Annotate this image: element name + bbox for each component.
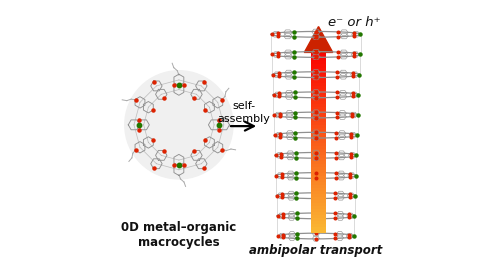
Polygon shape — [312, 125, 326, 128]
Polygon shape — [312, 101, 326, 104]
Text: self-: self- — [232, 101, 255, 110]
Polygon shape — [312, 131, 326, 134]
Polygon shape — [312, 176, 326, 179]
Polygon shape — [312, 110, 326, 113]
Polygon shape — [312, 152, 326, 155]
Polygon shape — [312, 95, 326, 98]
Polygon shape — [312, 194, 326, 197]
Polygon shape — [312, 80, 326, 83]
Polygon shape — [312, 224, 326, 228]
Polygon shape — [312, 173, 326, 176]
Polygon shape — [312, 70, 326, 74]
Text: 0D metal–organic
macrocycles: 0D metal–organic macrocycles — [122, 221, 236, 249]
Polygon shape — [312, 188, 326, 191]
Polygon shape — [312, 107, 326, 110]
Polygon shape — [312, 221, 326, 224]
Polygon shape — [312, 140, 326, 143]
Polygon shape — [312, 119, 326, 122]
Polygon shape — [312, 98, 326, 101]
Polygon shape — [312, 179, 326, 182]
Polygon shape — [312, 161, 326, 164]
Polygon shape — [312, 89, 326, 92]
Polygon shape — [312, 146, 326, 149]
Polygon shape — [312, 164, 326, 167]
Polygon shape — [312, 197, 326, 200]
Polygon shape — [312, 155, 326, 158]
Polygon shape — [312, 182, 326, 185]
Polygon shape — [312, 68, 326, 70]
Polygon shape — [312, 128, 326, 131]
Circle shape — [125, 71, 233, 179]
Polygon shape — [304, 27, 333, 53]
Polygon shape — [312, 170, 326, 173]
Polygon shape — [312, 113, 326, 116]
Polygon shape — [312, 53, 326, 55]
Polygon shape — [312, 74, 326, 76]
Polygon shape — [312, 228, 326, 230]
Text: ambipolar transport: ambipolar transport — [250, 244, 382, 257]
Polygon shape — [312, 83, 326, 86]
Polygon shape — [312, 76, 326, 80]
Polygon shape — [312, 122, 326, 125]
Polygon shape — [312, 86, 326, 89]
Polygon shape — [312, 167, 326, 170]
Polygon shape — [312, 206, 326, 209]
Polygon shape — [312, 58, 326, 61]
Polygon shape — [312, 200, 326, 203]
Polygon shape — [312, 215, 326, 218]
Polygon shape — [312, 104, 326, 107]
Polygon shape — [312, 191, 326, 194]
Polygon shape — [312, 116, 326, 119]
Text: assembly: assembly — [217, 114, 270, 124]
Polygon shape — [312, 143, 326, 146]
Polygon shape — [312, 61, 326, 64]
Polygon shape — [312, 64, 326, 68]
Polygon shape — [312, 92, 326, 95]
Polygon shape — [312, 134, 326, 137]
Polygon shape — [312, 218, 326, 221]
Polygon shape — [312, 149, 326, 152]
Polygon shape — [312, 158, 326, 161]
Polygon shape — [312, 203, 326, 206]
Polygon shape — [312, 212, 326, 215]
Polygon shape — [312, 230, 326, 233]
Polygon shape — [312, 137, 326, 140]
Polygon shape — [312, 185, 326, 188]
Polygon shape — [312, 55, 326, 58]
Text: e⁻ or h⁺: e⁻ or h⁺ — [328, 16, 381, 29]
Polygon shape — [312, 209, 326, 212]
